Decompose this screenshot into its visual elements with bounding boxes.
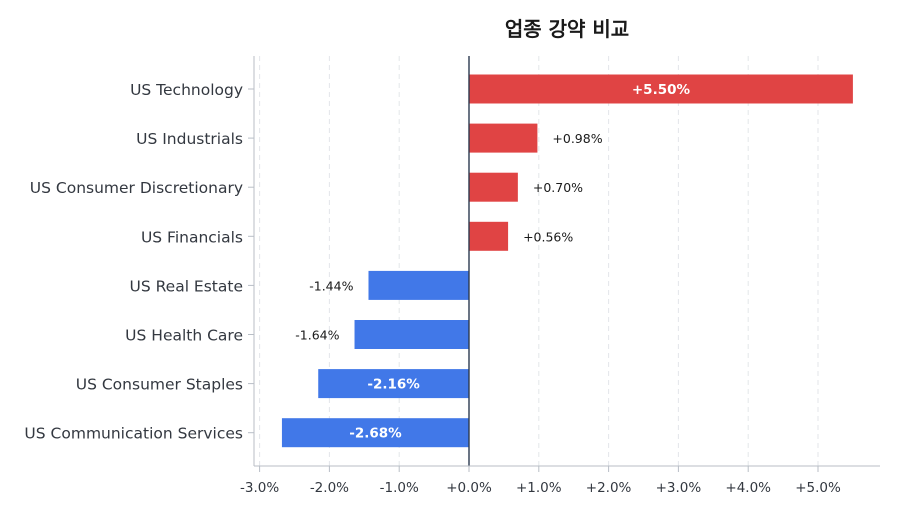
labels: US Technology +5.50% US Industrials +0.98% U… xyxy=(24,81,841,496)
x-tick-label: -1.0% xyxy=(380,480,419,496)
bar xyxy=(354,320,469,349)
value-label: +0.70% xyxy=(533,180,583,195)
bar xyxy=(469,221,509,251)
category-label: US Consumer Staples xyxy=(76,376,243,394)
bar xyxy=(368,270,469,300)
x-tick-label: -2.0% xyxy=(310,480,349,496)
category-label: US Technology xyxy=(130,81,243,99)
category-label: US Industrials xyxy=(136,130,243,148)
x-tick-label: +0.0% xyxy=(446,480,492,496)
value-label: -1.64% xyxy=(295,328,339,343)
bar xyxy=(469,74,853,104)
x-tick-label: +2.0% xyxy=(586,480,632,496)
value-label: +0.56% xyxy=(523,229,573,244)
category-label: US Consumer Discretionary xyxy=(30,179,243,197)
x-tick-label: +5.0% xyxy=(795,480,841,496)
category-label: US Financials xyxy=(141,228,243,246)
value-label: +0.98% xyxy=(552,131,602,146)
x-tick-label: +1.0% xyxy=(516,480,562,496)
category-label: US Communication Services xyxy=(24,425,243,443)
x-tick-label: -3.0% xyxy=(240,480,279,496)
value-label: -2.16% xyxy=(367,377,420,393)
x-tick-label: +3.0% xyxy=(656,480,702,496)
category-label: US Real Estate xyxy=(129,277,243,295)
bar xyxy=(318,369,469,399)
chart-title: 업종 강약 비교 xyxy=(505,17,629,41)
category-label: US Health Care xyxy=(125,327,243,345)
axes xyxy=(248,56,880,472)
bar xyxy=(469,123,538,153)
value-label: +5.50% xyxy=(632,82,691,98)
value-label: -2.68% xyxy=(349,426,402,442)
value-label: -1.44% xyxy=(309,278,353,293)
x-tick-label: +4.0% xyxy=(725,480,771,496)
bars xyxy=(281,74,853,448)
grid-lines xyxy=(259,56,819,466)
bar xyxy=(281,418,469,448)
bar xyxy=(469,172,518,202)
